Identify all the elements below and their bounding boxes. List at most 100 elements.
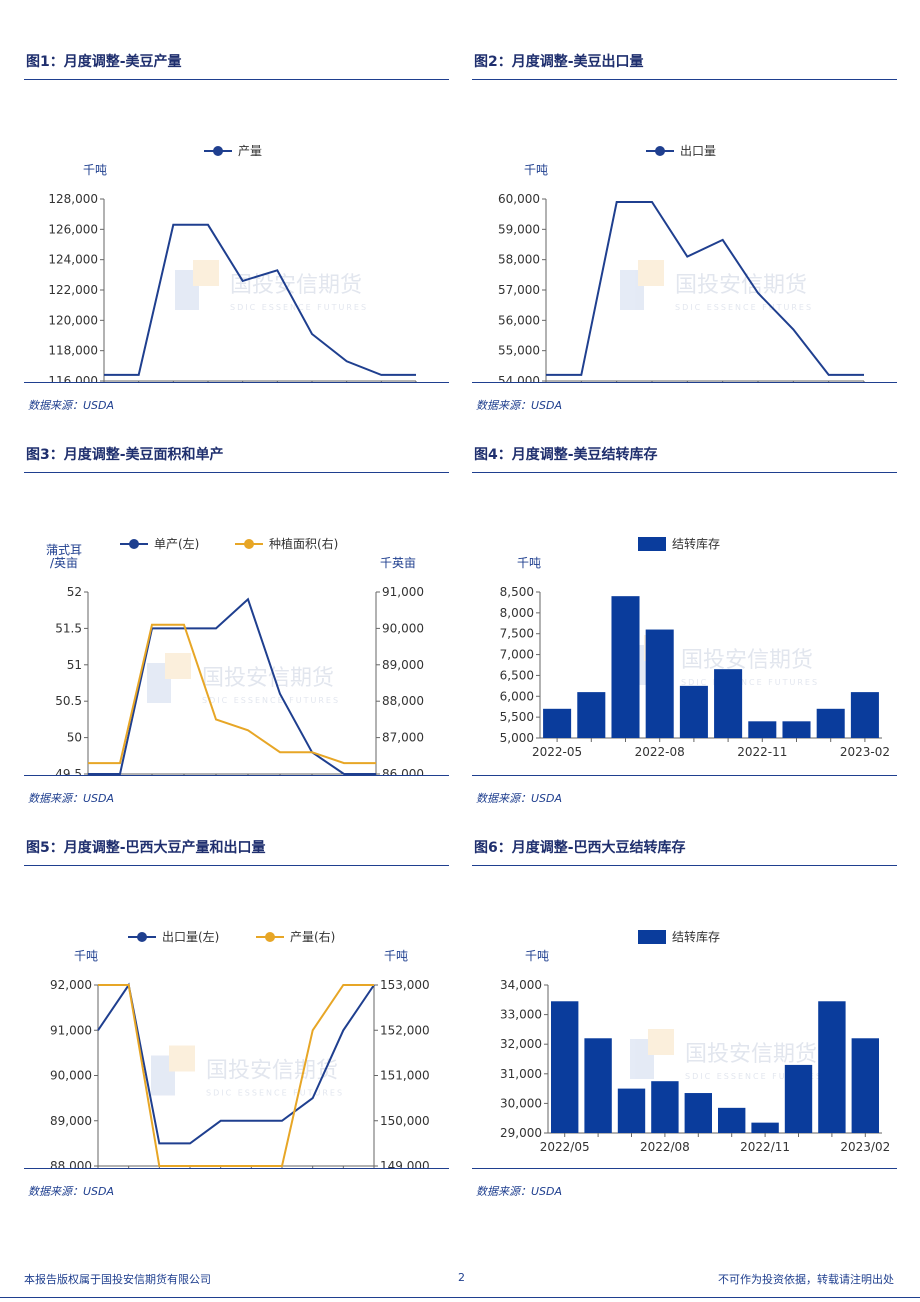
y-tick-label: 7,000 — [500, 648, 534, 662]
y-tick-label: 58,000 — [498, 253, 540, 267]
bar — [584, 1038, 612, 1133]
watermark-name: 国投安信期货 — [206, 1059, 338, 1084]
legend: 出口量 — [646, 144, 716, 158]
x-tick-label: 2022/08 — [640, 1140, 690, 1154]
bar — [645, 629, 674, 738]
watermark: 国投安信期货 SDIC ESSENCE FUTURES — [620, 260, 813, 312]
x-tick-label: 2023-02 — [840, 745, 890, 759]
watermark-logo-block — [175, 270, 199, 310]
y2-tick-label: 90,000 — [382, 621, 424, 635]
bar — [577, 692, 606, 738]
watermark-sub: SDIC ESSENCE FUTURES — [206, 1089, 344, 1098]
series-line — [104, 223, 416, 376]
chart-us-soy-area-yield: 国投安信期货 SDIC ESSENCE FUTURES 单产(左) 种植面积(右) 蒲式… — [46, 536, 424, 775]
y2-tick-label: 149,000 — [380, 1159, 430, 1168]
legend: 结转库存 — [638, 929, 720, 944]
data-source: 数据来源：USDA — [476, 792, 563, 805]
y-axis-unit: 千吨 — [525, 949, 549, 963]
panel-4: 图4：月度调整-美豆结转库存 国投安信期货 SDIC ESSENCE FUTURE… — [472, 445, 897, 806]
y-tick-label: 31,000 — [500, 1067, 542, 1081]
panel-6: 图6：月度调整-巴西大豆结转库存 国投安信期货 SDIC ESSENCE FUTU… — [472, 838, 897, 1199]
legend-swatch — [638, 537, 666, 551]
y-tick-label: 57,000 — [498, 283, 540, 297]
watermark-name: 国投安信期货 — [681, 648, 813, 673]
watermark-name: 国投安信期货 — [675, 273, 807, 298]
y-tick-label: 128,000 — [48, 192, 98, 206]
watermark-logo-block — [620, 270, 644, 310]
bar — [611, 596, 640, 738]
series-line — [88, 597, 376, 775]
x-tick-label: 2022-05 — [532, 745, 582, 759]
y-axis-unit: 千吨 — [74, 949, 98, 963]
y-tick-label: 90,000 — [50, 1069, 92, 1083]
y-tick-label: 92,000 — [50, 978, 92, 992]
x-tick-label: 2022-11 — [737, 745, 787, 759]
footer-copyright: 本报告版权属于国投安信期货有限公司 — [24, 1273, 211, 1286]
title-divider — [472, 865, 897, 866]
panel-1: 图1：月度调整-美豆产量 国投安信期货 SDIC ESSENCE FUTURES 产… — [24, 52, 449, 413]
title-divider — [24, 472, 449, 473]
y-tick-label: 8,500 — [500, 585, 534, 599]
legend-label: 产量(右) — [290, 929, 335, 944]
legend-label: 结转库存 — [672, 929, 720, 944]
data-source: 数据来源：USDA — [28, 399, 115, 412]
source-divider — [472, 382, 897, 383]
y-tick-label: 59,000 — [498, 222, 540, 236]
bar — [816, 708, 845, 738]
watermark-logo-accent — [638, 260, 664, 286]
y2-tick-label: 89,000 — [382, 658, 424, 672]
bar — [714, 669, 743, 738]
panel-title: 图6：月度调整-巴西大豆结转库存 — [474, 840, 686, 856]
y2-tick-label: 91,000 — [382, 585, 424, 599]
y-tick-label: 56,000 — [498, 313, 540, 327]
watermark-sub: SDIC ESSENCE FUTURES — [675, 303, 813, 312]
y-axis-unit: 千吨 — [83, 163, 107, 177]
title-divider — [24, 79, 449, 80]
bar — [617, 1088, 646, 1133]
legend-marker — [244, 539, 254, 549]
bar — [684, 1093, 712, 1133]
y-tick-label: 122,000 — [48, 283, 98, 297]
legend-marker — [137, 932, 147, 942]
bar — [651, 1081, 679, 1133]
data-source: 数据来源：USDA — [28, 792, 115, 805]
watermark-logo-accent — [648, 1029, 674, 1055]
bar — [851, 1038, 879, 1133]
legend-label: 出口量 — [680, 144, 716, 158]
y-tick-label: 29,000 — [500, 1126, 542, 1140]
y-tick-label: 6,500 — [500, 668, 534, 682]
y-tick-label: 116,000 — [48, 374, 98, 382]
watermark: 国投安信期货 SDIC ESSENCE FUTURES — [151, 1045, 344, 1098]
source-divider — [24, 1168, 449, 1169]
panel-5: 图5：月度调整-巴西大豆产量和出口量 国投安信期货 SDIC ESSENCE FU… — [24, 838, 449, 1199]
series-line — [546, 201, 864, 376]
x-tick-label: 2022/11 — [740, 1140, 790, 1154]
legend: 单产(左) 种植面积(右) — [120, 536, 338, 551]
title-divider — [24, 865, 449, 866]
legend-label: 产量 — [238, 144, 262, 158]
bar — [543, 708, 572, 738]
watermark-sub: SDIC ESSENCE FUTURES — [202, 696, 340, 705]
bar — [751, 1122, 779, 1133]
y-tick-label: 34,000 — [500, 978, 542, 992]
legend-swatch — [638, 930, 666, 944]
y-tick-label: 54,000 — [498, 374, 540, 382]
bar — [718, 1107, 746, 1133]
data-source: 数据来源：USDA — [28, 1185, 115, 1198]
y-axis-unit: 蒲式耳 — [46, 543, 82, 557]
y2-tick-label: 88,000 — [382, 694, 424, 708]
y2-axis-unit: 千吨 — [384, 949, 408, 963]
legend: 出口量(左) 产量(右) — [128, 929, 335, 944]
y-axis-unit: 千吨 — [524, 163, 548, 177]
panel-3: 图3：月度调整-美豆面积和单产 国投安信期货 SDIC ESSENCE FUTUR… — [24, 445, 449, 806]
y-tick-label: 118,000 — [48, 344, 98, 358]
data-source: 数据来源：USDA — [476, 399, 563, 412]
watermark-name: 国投安信期货 — [685, 1042, 817, 1067]
data-source: 数据来源：USDA — [476, 1185, 563, 1198]
y-tick-label: 124,000 — [48, 253, 98, 267]
